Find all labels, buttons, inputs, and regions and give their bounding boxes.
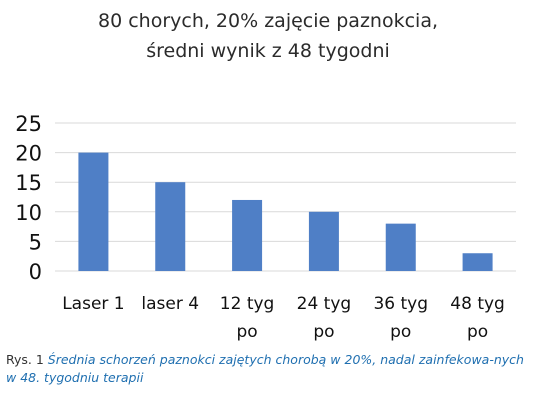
- x-tick-label: 12 tyg: [220, 294, 275, 314]
- bar-6: [462, 253, 493, 271]
- y-tick-label: 10: [15, 201, 42, 225]
- x-tick-label: po: [313, 322, 334, 342]
- x-tick-label: laser 4: [141, 294, 199, 314]
- y-tick-label: 20: [15, 142, 42, 166]
- x-tick-label: po: [467, 322, 488, 342]
- bar-5: [385, 223, 416, 271]
- bar-chart: 0 5 10 15 20 25 Laser 1 laser 4 12 tyg po 24 tyg p…: [0, 96, 536, 346]
- x-tick-label: po: [236, 322, 257, 342]
- y-tick-label: 5: [29, 230, 42, 254]
- caption-prefix: Rys. 1: [6, 352, 44, 367]
- x-tick-label: 24 tyg: [297, 294, 352, 314]
- bar-3: [232, 199, 263, 271]
- y-tick-label: 0: [29, 260, 42, 284]
- x-tick-label: Laser 1: [62, 294, 124, 314]
- x-tick-label: po: [390, 322, 411, 342]
- chart-title-line-1: 80 chorych, 20% zajęcie paznokcia,: [97, 10, 438, 32]
- bar-4: [308, 211, 339, 271]
- chart-title: 80 chorych, 20% zajęcie paznokcia, średn…: [0, 6, 536, 66]
- y-tick-label: 15: [15, 171, 42, 195]
- bar-1: [78, 152, 109, 271]
- bar-chart-svg: 0 5 10 15 20 25 Laser 1 laser 4 12 tyg po 24 tyg p…: [15, 112, 516, 342]
- x-tick-label: 48 tyg: [450, 294, 505, 314]
- figure-caption: Rys. 1 Średnia schorzeń paznokci zajętyc…: [6, 351, 534, 387]
- chart-title-line-2: średni wynik z 48 tygodni: [146, 40, 390, 62]
- bars: [78, 152, 493, 271]
- y-tick-label: 25: [15, 112, 42, 136]
- bar-2: [155, 182, 186, 271]
- y-axis-tick-labels: 0 5 10 15 20 25: [15, 112, 42, 284]
- x-axis-tick-labels: Laser 1 laser 4 12 tyg po 24 tyg po 36 tyg po 48…: [62, 294, 505, 342]
- gridlines: [55, 122, 516, 272]
- caption-text: Średnia schorzeń paznokci zajętych choro…: [6, 352, 524, 385]
- x-tick-label: 36 tyg: [373, 294, 428, 314]
